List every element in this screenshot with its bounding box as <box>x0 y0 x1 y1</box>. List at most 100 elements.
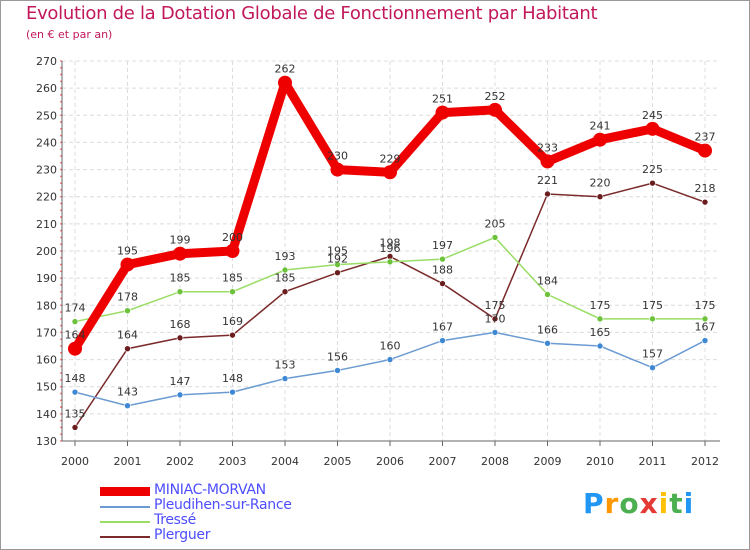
data-label: 175 <box>590 299 611 312</box>
data-label: 230 <box>327 150 348 163</box>
y-tick-label: 170 <box>36 326 57 339</box>
data-point <box>698 143 712 158</box>
data-label: 251 <box>432 93 453 106</box>
y-minor-tick <box>60 243 62 246</box>
data-point <box>68 341 82 356</box>
data-label: 167 <box>695 321 716 334</box>
data-label: 229 <box>380 152 401 165</box>
data-point <box>173 246 187 261</box>
legend-line-miniac <box>100 487 150 496</box>
data-point <box>71 388 79 396</box>
data-label: 168 <box>170 318 191 331</box>
data-point <box>278 75 292 90</box>
data-point <box>124 402 131 410</box>
logo-letter: o <box>619 487 640 520</box>
data-point <box>544 339 551 347</box>
data-label: 165 <box>590 326 611 339</box>
y-tick-label: 270 <box>36 55 57 68</box>
data-point <box>439 280 446 287</box>
data-point <box>491 329 499 336</box>
data-label: 164 <box>117 329 138 342</box>
data-point <box>386 356 394 363</box>
data-point <box>596 342 604 350</box>
data-point <box>645 121 660 136</box>
data-label: 175 <box>695 299 716 312</box>
data-label: 167 <box>432 321 453 334</box>
y-minor-tick <box>60 399 62 402</box>
data-point <box>701 315 709 323</box>
data-point <box>544 190 551 198</box>
y-tick-label: 180 <box>36 299 57 312</box>
data-point <box>491 315 499 323</box>
y-minor-tick <box>60 141 62 144</box>
x-tick-label: 2004 <box>271 455 299 468</box>
data-point <box>71 318 79 325</box>
y-minor-tick <box>60 94 62 96</box>
x-tick-label: 2010 <box>586 455 614 468</box>
data-label: 188 <box>432 264 453 277</box>
data-point <box>229 331 236 339</box>
x-tick-label: 2000 <box>61 455 89 468</box>
y-tick-label: 220 <box>36 191 57 204</box>
data-point <box>229 388 236 396</box>
y-minor-tick <box>60 256 62 259</box>
y-tick-label: 190 <box>36 272 57 285</box>
y-minor-tick <box>60 250 62 252</box>
data-label: 245 <box>642 109 663 122</box>
y-tick-label: 130 <box>36 435 57 448</box>
y-minor-tick <box>60 80 62 83</box>
x-tick-label: 2012 <box>691 455 719 468</box>
y-tick-label: 200 <box>36 245 57 258</box>
y-minor-tick <box>60 189 62 191</box>
data-point <box>120 257 135 272</box>
data-label: 160 <box>380 340 401 353</box>
y-minor-tick <box>60 209 62 212</box>
data-label: 220 <box>590 177 611 190</box>
data-label: 153 <box>275 359 296 372</box>
y-minor-tick <box>60 161 62 164</box>
data-point <box>491 234 499 241</box>
y-minor-tick <box>60 87 62 90</box>
x-tick-label: 2008 <box>481 455 509 468</box>
y-tick-label: 150 <box>36 381 57 394</box>
data-point <box>439 255 446 263</box>
y-minor-tick <box>60 229 62 232</box>
y-minor-tick <box>60 134 62 137</box>
x-tick-label: 2002 <box>166 455 194 468</box>
data-label: 196 <box>380 242 401 255</box>
y-minor-tick <box>60 372 62 375</box>
y-tick-label: 230 <box>36 164 57 177</box>
x-tick-label: 2001 <box>114 455 142 468</box>
data-label: 237 <box>695 131 716 144</box>
data-label: 195 <box>117 245 138 258</box>
legend-label-plerguer: Plerguer <box>154 527 211 543</box>
data-point <box>540 154 555 169</box>
y-minor-tick <box>60 222 62 225</box>
data-point <box>383 165 397 180</box>
data-label: 174 <box>65 302 86 315</box>
y-minor-tick <box>60 324 62 327</box>
data-point <box>281 375 289 382</box>
chart-title: Evolution de la Dotation Globale de Fonc… <box>26 3 598 24</box>
y-minor-tick <box>60 66 62 69</box>
y-tick-label: 240 <box>36 136 57 149</box>
data-point <box>71 424 79 431</box>
x-tick-label: 2011 <box>639 455 667 468</box>
data-point <box>334 261 341 268</box>
data-label: 170 <box>485 312 506 325</box>
y-tick-label: 250 <box>36 109 57 122</box>
data-label: 185 <box>275 272 296 285</box>
y-minor-tick <box>60 182 62 185</box>
y-tick-label: 160 <box>36 354 57 367</box>
data-label: 218 <box>695 182 716 195</box>
y-minor-tick <box>60 406 62 408</box>
y-minor-tick <box>60 73 62 76</box>
logo-letter: i <box>658 487 670 520</box>
y-minor-tick <box>60 297 62 300</box>
data-point <box>439 337 446 344</box>
y-minor-tick <box>60 385 62 388</box>
y-minor-tick <box>60 107 62 110</box>
chart-subtitle: (en € et par an) <box>26 28 113 41</box>
x-tick-label: 2003 <box>219 455 247 468</box>
